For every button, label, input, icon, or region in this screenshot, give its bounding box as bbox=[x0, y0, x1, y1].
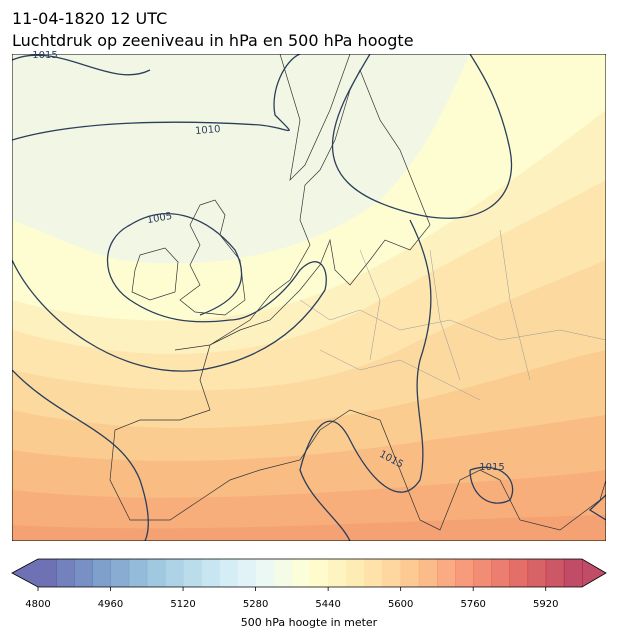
colorbar-segment bbox=[56, 559, 75, 587]
colorbar-segment bbox=[201, 559, 220, 587]
coastline bbox=[279, 54, 351, 182]
colorbar-segment bbox=[509, 559, 529, 587]
colorbar-segment bbox=[563, 559, 583, 587]
colorbar-segment bbox=[491, 559, 510, 587]
isobar bbox=[12, 54, 301, 141]
colorbar-segment bbox=[164, 559, 184, 587]
colorbar-segment bbox=[74, 559, 93, 587]
isobar bbox=[299, 219, 606, 541]
colorbar-segment bbox=[237, 559, 257, 587]
isobar bbox=[12, 54, 513, 541]
colorbar-tick-label: 4800 bbox=[25, 599, 50, 610]
colorbar-tick-label: 5120 bbox=[170, 599, 195, 610]
colorbar-tick-label: 5440 bbox=[315, 599, 340, 610]
band bbox=[12, 515, 606, 541]
colorbar-segment bbox=[219, 559, 238, 587]
contour-label: 1015 bbox=[32, 50, 57, 61]
colorbar-tick-label: 5920 bbox=[533, 599, 558, 610]
colorbar-segment bbox=[473, 559, 492, 587]
map bbox=[12, 54, 606, 541]
band bbox=[12, 54, 470, 264]
colorbar-segment bbox=[545, 559, 565, 587]
colorbar-segment bbox=[455, 559, 474, 587]
colorbar-tick-label: 4960 bbox=[98, 599, 123, 610]
colorbar-segment bbox=[527, 559, 547, 587]
colorbar-extend-high bbox=[582, 559, 606, 587]
colorbar-segment bbox=[328, 559, 347, 587]
colorbar-label: 500 hPa hoogte in meter bbox=[241, 616, 378, 629]
colorbar-segment bbox=[146, 559, 166, 587]
colorbar-tick-label: 5280 bbox=[243, 599, 268, 610]
subtitle: Luchtdruk op zeeniveau in hPa en 500 hPa… bbox=[12, 31, 414, 50]
colorbar-segment bbox=[255, 559, 275, 587]
coastline bbox=[179, 199, 246, 316]
colorbar-segment bbox=[418, 559, 438, 587]
colorbar-segment bbox=[273, 559, 293, 587]
colorbar-segment bbox=[400, 559, 420, 587]
contour-label: 1015 bbox=[479, 462, 504, 473]
colorbar-segment bbox=[38, 559, 57, 587]
isobar bbox=[12, 213, 327, 372]
colorbar: 4800 4960 5120 5280 5440 5600 5760 5920 bbox=[11, 558, 607, 610]
contour-label: 1010 bbox=[195, 124, 221, 137]
colorbar-segment bbox=[128, 559, 148, 587]
isobar bbox=[12, 54, 151, 76]
coastline bbox=[109, 69, 606, 531]
border bbox=[299, 229, 606, 401]
colorbar-segment bbox=[382, 559, 402, 587]
colorbar-segment bbox=[291, 559, 311, 587]
contour-label: 1005 bbox=[146, 211, 173, 226]
colorbar-segment bbox=[92, 559, 112, 587]
colorbar-segment bbox=[436, 559, 456, 587]
coastline bbox=[131, 247, 179, 301]
colorbar-segment bbox=[183, 559, 202, 587]
colorbar-tick-label: 5760 bbox=[460, 599, 485, 610]
colorbar-segment bbox=[364, 559, 384, 587]
colorbar-segment bbox=[346, 559, 365, 587]
colorbar-segment bbox=[110, 559, 130, 587]
colorbar-segment bbox=[310, 559, 329, 587]
colorbar-extend-low bbox=[12, 559, 38, 587]
title: 11-04-1820 12 UTC bbox=[12, 9, 167, 28]
colorbar-tick-label: 5600 bbox=[388, 599, 413, 610]
